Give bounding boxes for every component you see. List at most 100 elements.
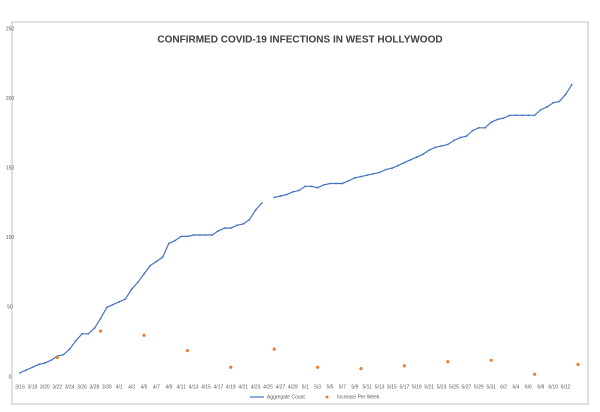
marker bbox=[576, 362, 580, 367]
x-tick-label: 4/29 bbox=[288, 384, 298, 390]
x-tick-label: 5/23 bbox=[437, 384, 447, 390]
line-point bbox=[291, 190, 294, 193]
line-point bbox=[515, 114, 517, 117]
x-tick-label: 5/11 bbox=[363, 384, 373, 390]
marker bbox=[533, 372, 537, 376]
line-point bbox=[533, 114, 536, 117]
marker bbox=[99, 329, 103, 333]
y-tick-label: 150 bbox=[6, 166, 15, 172]
x-tick-label: 4/11 bbox=[177, 384, 187, 390]
line-point bbox=[205, 234, 207, 236]
x-tick-label: 6/10 bbox=[548, 384, 558, 390]
line-point bbox=[508, 114, 511, 117]
line-point bbox=[93, 327, 96, 330]
line-point bbox=[539, 108, 542, 111]
legend-label: Aggregate Count bbox=[267, 394, 305, 400]
x-tick-label: 4/3 bbox=[128, 384, 135, 390]
x-tick-label: 5/21 bbox=[424, 384, 434, 390]
line-point bbox=[490, 121, 493, 124]
line-point bbox=[403, 161, 406, 164]
x-tick-label: 5/27 bbox=[462, 384, 472, 390]
line-point bbox=[260, 202, 263, 204]
line-point bbox=[167, 242, 170, 245]
line-point bbox=[471, 129, 474, 132]
x-tick-label: 4/5 bbox=[141, 384, 148, 390]
line-point bbox=[446, 143, 449, 146]
line-point bbox=[372, 172, 375, 175]
line-point bbox=[25, 369, 28, 371]
line-point bbox=[31, 366, 34, 369]
line-point bbox=[459, 136, 462, 139]
legend-swatch bbox=[325, 395, 329, 399]
line-point bbox=[229, 227, 232, 229]
line-point bbox=[310, 185, 313, 188]
line-point bbox=[105, 306, 108, 309]
line-point bbox=[391, 167, 393, 170]
line-point bbox=[484, 126, 486, 129]
line-point bbox=[335, 182, 338, 185]
line-point bbox=[81, 332, 83, 335]
x-tick-label: 4/15 bbox=[201, 384, 211, 390]
line-point bbox=[322, 184, 325, 186]
line-point bbox=[87, 332, 90, 335]
line-point bbox=[143, 273, 145, 275]
x-tick-label: 5/31 bbox=[486, 384, 496, 390]
x-tick-label: 4/1 bbox=[116, 384, 123, 390]
x-tick-label: 5/15 bbox=[387, 384, 397, 390]
x-tick-label: 3/16 bbox=[15, 384, 25, 390]
x-tick-label: 5/5 bbox=[327, 384, 334, 390]
line-point bbox=[341, 182, 344, 185]
x-tick-label: 4/9 bbox=[165, 384, 172, 390]
line-point bbox=[155, 260, 158, 263]
line-point bbox=[248, 218, 251, 221]
line-point bbox=[211, 234, 214, 236]
x-tick-label: 4/17 bbox=[214, 384, 224, 390]
line-point bbox=[360, 175, 362, 178]
line-point bbox=[285, 193, 288, 196]
line-point bbox=[409, 158, 412, 161]
x-tick-label: 4/13 bbox=[189, 384, 199, 390]
marker bbox=[142, 333, 146, 337]
marker bbox=[272, 347, 276, 351]
marker bbox=[489, 358, 493, 362]
line-point bbox=[552, 101, 555, 104]
line-point bbox=[130, 288, 133, 291]
line-point bbox=[397, 164, 400, 167]
line-point bbox=[570, 83, 573, 86]
line-point bbox=[422, 153, 424, 156]
x-tick-label: 3/20 bbox=[40, 384, 50, 390]
line-point bbox=[273, 196, 276, 199]
x-tick-label: 5/13 bbox=[375, 384, 385, 390]
line-point bbox=[217, 229, 220, 232]
line-point bbox=[161, 256, 164, 259]
line-point bbox=[465, 135, 468, 138]
x-tick-label: 3/24 bbox=[65, 384, 75, 390]
line-point bbox=[43, 362, 46, 364]
marker bbox=[55, 355, 59, 360]
marker bbox=[402, 364, 406, 368]
line-point bbox=[384, 168, 387, 171]
line-point bbox=[546, 106, 548, 108]
x-tick-label: 5/3 bbox=[314, 384, 321, 390]
x-tick-label: 3/18 bbox=[28, 384, 38, 390]
x-tick-label: 4/19 bbox=[226, 384, 236, 390]
x-tick-label: 6/8 bbox=[537, 384, 544, 390]
line-point bbox=[366, 174, 369, 177]
y-tick-label: 50 bbox=[7, 305, 13, 311]
y-tick-label: 250 bbox=[6, 26, 15, 32]
x-tick-label: 6/12 bbox=[561, 384, 571, 390]
x-tick-label: 5/19 bbox=[412, 384, 422, 390]
x-tick-label: 6/2 bbox=[500, 384, 507, 390]
x-tick-label: 3/30 bbox=[102, 384, 112, 390]
x-tick-label: 3/22 bbox=[52, 384, 62, 390]
line-point bbox=[415, 156, 418, 158]
x-tick-label: 4/21 bbox=[238, 384, 248, 390]
marker bbox=[316, 365, 320, 369]
line-point bbox=[521, 114, 524, 117]
x-tick-label: 3/26 bbox=[77, 384, 87, 390]
line-point bbox=[564, 93, 567, 96]
x-tick-label: 5/7 bbox=[339, 384, 346, 390]
line-point bbox=[68, 348, 71, 351]
line-point bbox=[19, 371, 21, 374]
line-point bbox=[434, 146, 437, 149]
